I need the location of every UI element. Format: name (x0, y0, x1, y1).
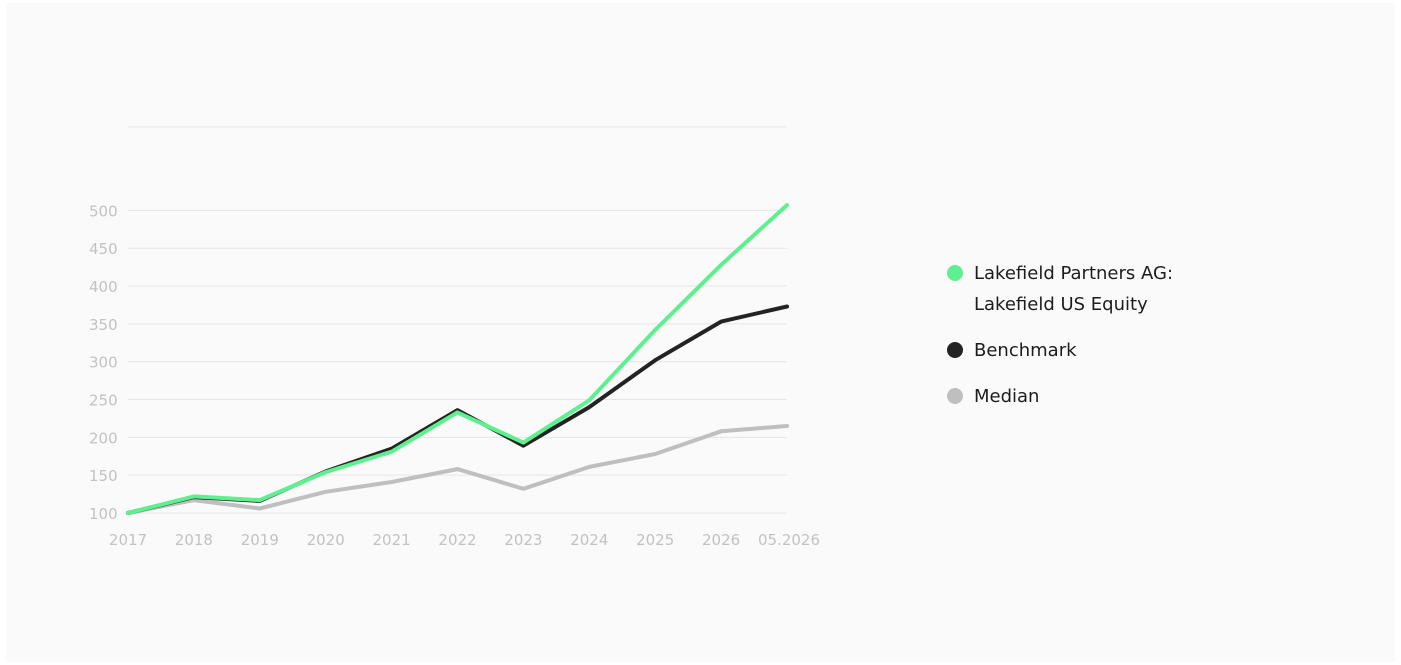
legend-item-fund[interactable]: Lakefield Partners AG: Lakefield US Equi… (946, 258, 1266, 320)
series-lines (126, 203, 789, 515)
y-tick-label-150: 150 (89, 467, 118, 485)
y-tick-label-400: 400 (89, 278, 118, 296)
x-tick-label-2023: 2023 (504, 531, 542, 549)
series-line-2 (126, 203, 789, 515)
y-tick-label-300: 300 (89, 354, 118, 372)
x-tick-label-2024: 2024 (570, 531, 608, 549)
x-tick-label-2017: 2017 (109, 531, 147, 549)
x-tick-label-2026: 2026 (702, 531, 740, 549)
x-tick-label-2025: 2025 (636, 531, 674, 549)
x-axis: 2017 2018 2019 2020 2021 2022 2023 2024 2025 2026… (109, 531, 820, 549)
y-tick-label-100: 100 (89, 505, 118, 523)
y-tick-label-200: 200 (89, 429, 118, 447)
y-tick-label-500: 500 (89, 202, 118, 220)
legend-label-benchmark: Benchmark (974, 340, 1077, 361)
legend-label-median: Median (974, 386, 1040, 407)
y-tick-label-350: 350 (89, 316, 118, 334)
x-tick-label-2018: 2018 (175, 531, 213, 549)
series-line-1 (126, 304, 789, 515)
x-tick-label-05.2026: 05.2026 (758, 531, 820, 549)
legend-label-fund-line1: Lakefield Partners AG: (974, 263, 1174, 284)
x-tick-label-2021: 2021 (373, 531, 411, 549)
legend-item-median[interactable]: Median (946, 381, 1266, 412)
grid-lines (128, 126, 787, 514)
x-tick-label-2022: 2022 (438, 531, 476, 549)
legend-dot-median (947, 388, 963, 404)
y-tick-label-450: 450 (89, 240, 118, 258)
x-tick-label-2020: 2020 (307, 531, 345, 549)
y-axis: 100 150 200 250 300 350 400 450 500 (89, 202, 118, 523)
series-line-0 (126, 424, 789, 515)
legend-item-benchmark[interactable]: Benchmark (946, 335, 1266, 366)
legend-label-fund-line2: Lakefield US Equity (974, 294, 1148, 315)
chart-legend: Lakefield Partners AG: Lakefield US Equi… (946, 258, 1266, 427)
legend-dot-benchmark (947, 342, 963, 358)
x-tick-label-2019: 2019 (241, 531, 279, 549)
legend-dot-fund (947, 265, 963, 281)
y-tick-label-250: 250 (89, 392, 118, 410)
